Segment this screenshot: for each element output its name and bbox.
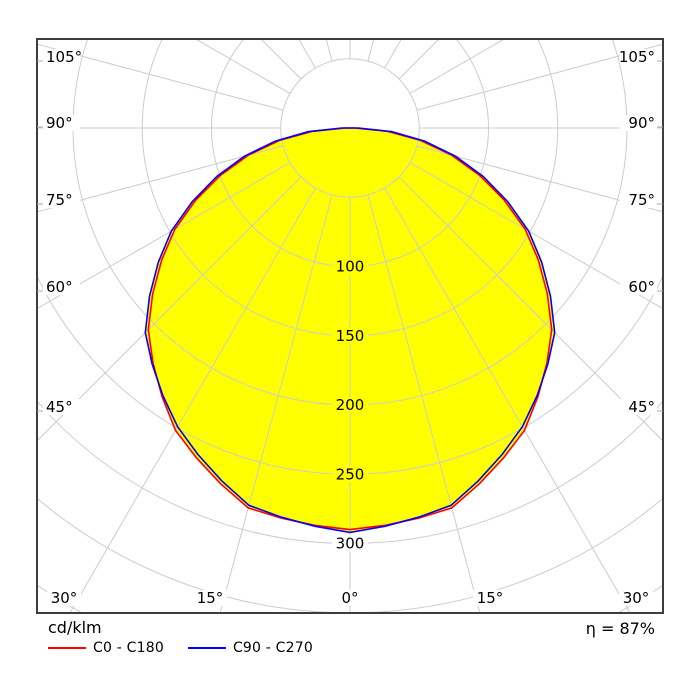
angle-label-bg xyxy=(43,49,80,65)
angle-label-bg xyxy=(620,399,657,415)
angle-label-right: 60° xyxy=(628,278,655,296)
ring-label: 250 xyxy=(336,465,365,483)
angle-label-bg xyxy=(473,590,507,606)
ring-label-bg xyxy=(332,327,368,344)
angle-label-bg xyxy=(620,279,657,295)
grid-ray xyxy=(325,39,333,62)
grid-ray xyxy=(37,43,284,111)
curve-c0-c180 xyxy=(147,127,553,531)
ring-label-bg xyxy=(332,466,368,483)
legend-label-c90: C90 - C270 xyxy=(232,640,313,656)
grid-ray xyxy=(416,145,663,213)
ring-label: 100 xyxy=(336,258,365,276)
angle-label-right: 105° xyxy=(619,48,655,66)
grid-ray xyxy=(367,194,481,613)
angle-label-bottom: 15° xyxy=(197,589,224,607)
ring-label: 300 xyxy=(336,535,365,553)
angle-label-right: 45° xyxy=(628,398,655,416)
angle-label-bg xyxy=(333,590,367,606)
ring-label: 150 xyxy=(336,327,365,345)
ring-label-bg xyxy=(332,258,368,275)
angle-label-bg xyxy=(43,399,80,415)
angle-label-bottom: 30° xyxy=(623,589,650,607)
angle-label-right: 75° xyxy=(628,191,655,209)
angle-label-bg xyxy=(193,590,227,606)
curve-c90-c270 xyxy=(144,127,556,534)
grid-ray xyxy=(69,187,316,613)
angle-label-bg xyxy=(620,192,657,208)
angle-label-bg xyxy=(43,192,80,208)
efficiency-label: η = 87% xyxy=(585,619,655,638)
grid-ray xyxy=(416,43,663,111)
grid-ray xyxy=(409,162,663,310)
ring-label-bg xyxy=(332,397,368,413)
legend-line-c90-icon xyxy=(187,647,226,649)
grid-ray xyxy=(367,39,375,62)
angle-label-left: 60° xyxy=(46,278,73,296)
grid-ray xyxy=(384,187,631,613)
angle-label-bottom: 0° xyxy=(341,589,358,607)
ring-label-bg xyxy=(332,535,368,552)
grid-ray xyxy=(37,176,302,442)
plot-frame xyxy=(36,38,664,614)
legend: C0 - C180 C90 - C270 xyxy=(48,640,337,656)
angle-label-left: 45° xyxy=(46,398,73,416)
angle-label-left: 90° xyxy=(46,114,73,132)
angle-label-left: 105° xyxy=(46,48,82,66)
grid-ray xyxy=(194,39,291,94)
grid-ray xyxy=(219,194,333,613)
angle-label-bg xyxy=(620,49,657,65)
angle-label-left: 75° xyxy=(46,191,73,209)
legend-label-c0: C0 - C180 xyxy=(93,640,164,656)
grid-ray xyxy=(37,145,284,213)
grid-ray xyxy=(37,162,291,310)
grid-ray xyxy=(409,39,506,94)
grid-ray xyxy=(398,176,663,442)
angle-label-bg xyxy=(620,115,657,131)
angle-label-bg xyxy=(47,590,81,606)
angle-label-bg xyxy=(43,279,80,295)
angle-label-right: 90° xyxy=(628,114,655,132)
unit-label: cd/klm xyxy=(48,618,102,637)
angle-label-bg xyxy=(43,115,80,131)
angle-label-bg xyxy=(619,590,653,606)
ring-label: 200 xyxy=(336,396,365,414)
angle-label-bottom: 30° xyxy=(51,589,78,607)
legend-line-c0-icon xyxy=(48,647,86,649)
angle-label-bottom: 15° xyxy=(477,589,504,607)
